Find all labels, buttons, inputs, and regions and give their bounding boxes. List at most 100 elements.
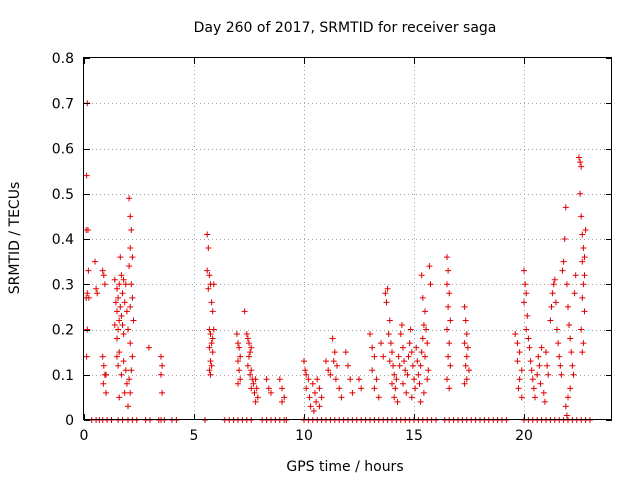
data-point	[562, 403, 569, 410]
data-point	[279, 398, 285, 405]
data-points	[83, 100, 593, 423]
data-point	[405, 353, 412, 360]
data-point	[380, 353, 387, 360]
data-point	[129, 294, 136, 301]
data-point	[424, 340, 431, 347]
data-point	[446, 290, 453, 297]
data-point	[122, 281, 129, 288]
data-point	[384, 285, 391, 292]
data-point	[565, 303, 571, 310]
x-tick-label: 0	[80, 428, 89, 444]
data-point	[514, 340, 521, 347]
data-point	[248, 385, 255, 392]
data-point	[126, 376, 133, 383]
data-point	[251, 389, 258, 396]
data-point	[569, 362, 576, 369]
data-point	[581, 308, 588, 315]
data-point	[393, 376, 400, 383]
data-point	[417, 362, 424, 369]
data-point	[336, 385, 343, 392]
data-point	[329, 335, 336, 342]
data-point	[100, 362, 107, 369]
data-point	[424, 376, 431, 383]
data-point	[334, 362, 340, 369]
data-point	[582, 226, 589, 233]
data-point	[518, 367, 525, 374]
data-point	[111, 276, 118, 283]
data-point	[525, 335, 532, 342]
data-point	[445, 353, 452, 360]
data-point	[535, 353, 542, 360]
data-point	[252, 398, 259, 405]
data-point	[121, 299, 128, 306]
data-point	[115, 362, 122, 369]
data-point	[463, 353, 470, 360]
data-point	[208, 340, 215, 347]
data-point	[397, 331, 404, 338]
data-point	[268, 389, 274, 396]
data-point	[398, 321, 405, 328]
data-point	[407, 326, 414, 333]
data-point	[415, 371, 422, 378]
data-point	[254, 394, 261, 401]
data-point	[413, 344, 420, 351]
data-point	[395, 353, 402, 360]
data-point	[302, 367, 309, 374]
data-point	[521, 299, 527, 306]
data-point	[528, 367, 535, 374]
data-point	[112, 299, 119, 306]
data-point	[127, 245, 134, 252]
data-point	[464, 344, 471, 351]
data-point	[375, 394, 382, 401]
data-point	[387, 340, 394, 347]
data-point	[544, 362, 551, 369]
data-point	[244, 335, 251, 342]
data-point	[423, 326, 430, 333]
data-point	[303, 385, 310, 392]
data-point	[247, 349, 254, 356]
data-point	[99, 267, 106, 274]
data-point	[314, 376, 321, 383]
data-point	[409, 362, 416, 369]
data-point	[426, 263, 433, 270]
data-point	[408, 349, 415, 356]
data-point	[577, 190, 584, 197]
data-point	[118, 272, 125, 279]
data-point	[580, 281, 587, 288]
data-point	[127, 389, 134, 396]
data-point	[316, 403, 323, 410]
data-point	[235, 380, 241, 387]
data-point	[566, 321, 573, 328]
data-point	[548, 303, 555, 310]
data-point	[118, 371, 125, 378]
data-point	[100, 380, 107, 387]
data-point	[576, 154, 582, 161]
data-point	[418, 272, 425, 279]
data-point	[130, 317, 137, 324]
plot-frame	[83, 57, 612, 420]
data-point	[551, 276, 558, 283]
data-point	[558, 371, 565, 378]
x-tick-label: 10	[295, 428, 313, 444]
data-point	[581, 254, 588, 261]
data-point	[527, 358, 534, 365]
data-point	[313, 398, 320, 405]
data-point	[331, 349, 338, 356]
data-point	[117, 254, 124, 261]
data-point	[561, 236, 568, 242]
data-point	[563, 412, 570, 419]
data-point	[310, 407, 317, 414]
data-point	[206, 367, 213, 374]
y-tick-label: 0.8	[52, 51, 74, 67]
data-point	[466, 367, 472, 374]
data-point	[210, 326, 217, 333]
y-tick-label: 0.5	[52, 187, 74, 203]
data-point	[445, 267, 452, 274]
data-point	[518, 394, 525, 401]
data-point	[237, 353, 244, 360]
data-point	[445, 303, 452, 310]
data-point	[127, 340, 134, 347]
data-point	[244, 362, 251, 369]
data-point	[99, 353, 106, 360]
